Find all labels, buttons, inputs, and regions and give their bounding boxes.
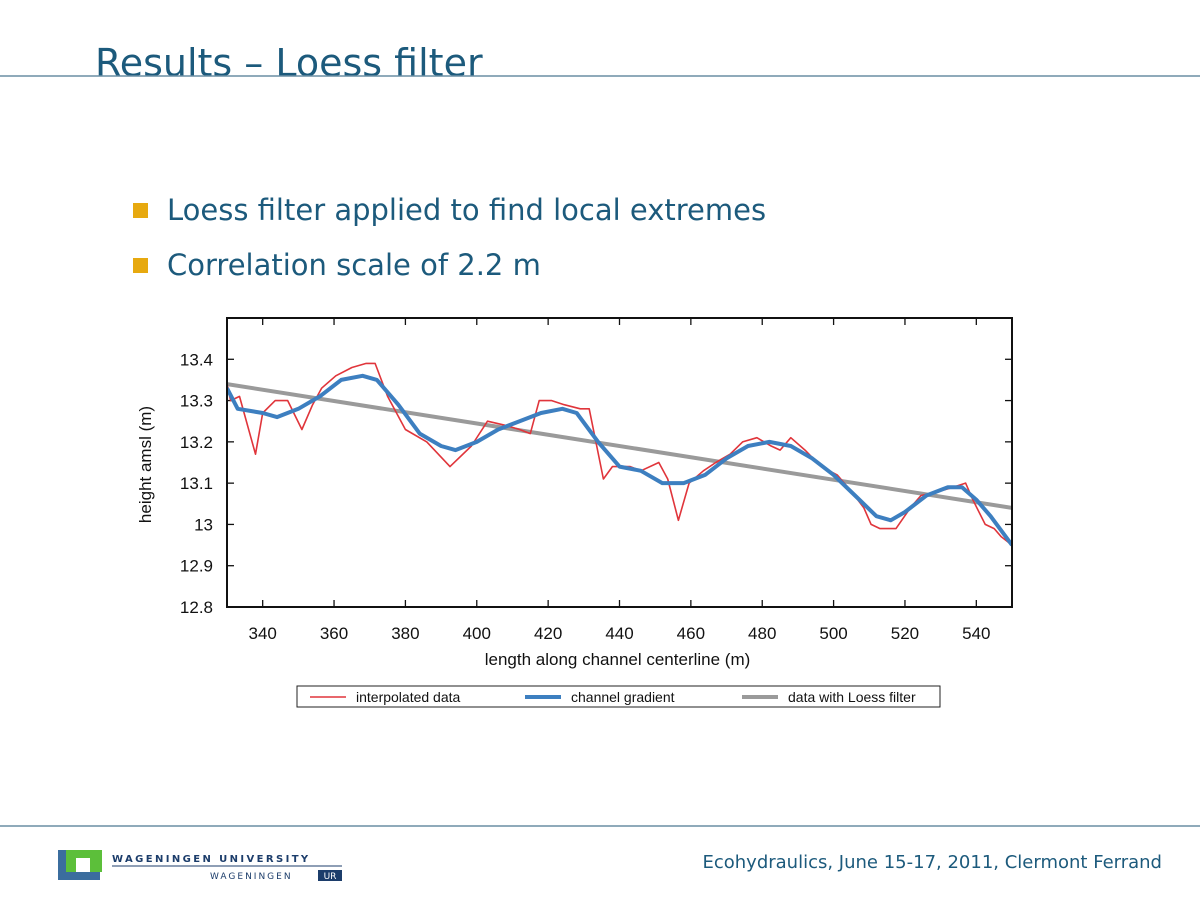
- x-tick-label: 360: [320, 624, 348, 643]
- x-tick-label: 340: [248, 624, 276, 643]
- y-tick-label: 13.2: [180, 433, 213, 452]
- x-tick-label: 420: [534, 624, 562, 643]
- y-axis-label: height amsl (m): [136, 406, 155, 523]
- bullet: Correlation scale of 2.2 m: [167, 248, 541, 282]
- x-tick-label: 440: [605, 624, 633, 643]
- x-tick-label: 540: [962, 624, 990, 643]
- legend-box: [296, 685, 941, 708]
- x-tick-label: 500: [819, 624, 847, 643]
- legend-label: data with Loess filter: [788, 689, 916, 705]
- y-tick-label: 13.3: [180, 392, 213, 411]
- x-tick-label: 460: [677, 624, 705, 643]
- x-axis-label: length along channel centerline (m): [485, 650, 751, 669]
- y-tick-label: 12.8: [180, 598, 213, 617]
- logo-name: WAGENINGEN UNIVERSITY: [112, 854, 311, 865]
- bullet: Loess filter applied to find local extre…: [167, 193, 766, 227]
- data-line: [227, 373, 1012, 547]
- bullet-marker: [133, 203, 148, 218]
- legend-label: channel gradient: [571, 689, 675, 705]
- legend-label: interpolated data: [356, 689, 461, 705]
- logo-sub: WAGENINGEN: [210, 872, 293, 882]
- plot-area: [227, 318, 1012, 607]
- plot-frame: [226, 317, 1013, 608]
- y-tick-label: 13: [194, 515, 213, 534]
- y-tick-label: 12.9: [180, 557, 213, 576]
- x-tick-label: 400: [463, 624, 491, 643]
- logo-badge-text: UR: [324, 872, 337, 882]
- data-line: [227, 382, 1012, 510]
- x-tick-label: 480: [748, 624, 776, 643]
- x-tick-label: 520: [891, 624, 919, 643]
- slide-title: Results – Loess filter: [95, 41, 483, 85]
- footer-text: Ecohydraulics, June 15-17, 2011, Clermon…: [702, 852, 1162, 873]
- chart: 13.4 13.3 13.2 13.1 13 12.9 12.8 340 360 380 400 42…: [136, 317, 1013, 708]
- x-tick-label: 380: [391, 624, 419, 643]
- logo: WAGENINGEN UNIVERSITY WAGENINGEN UR: [58, 850, 342, 882]
- logo-badge: [318, 870, 342, 881]
- logo-mark: [76, 858, 90, 872]
- bullet-marker: [133, 258, 148, 273]
- y-tick-label: 13.4: [180, 350, 213, 369]
- y-tick-label: 13.1: [180, 474, 213, 493]
